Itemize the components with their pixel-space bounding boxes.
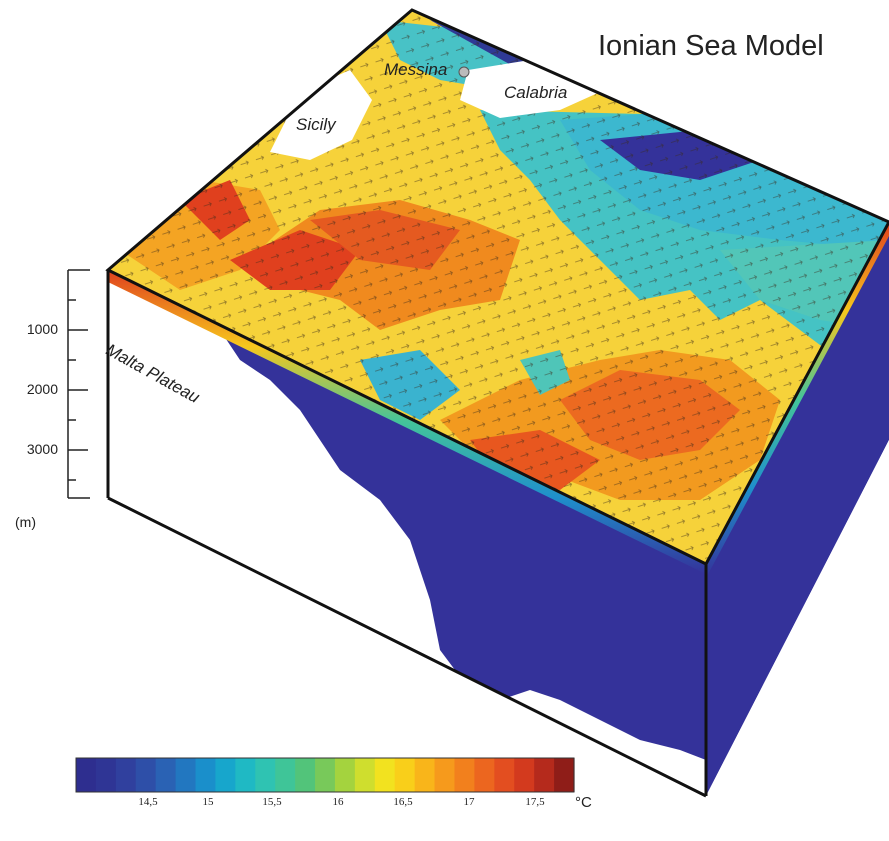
colorbar-swatch bbox=[434, 758, 456, 792]
depth-tick-2000: 2000 bbox=[26, 381, 58, 397]
label-calabria: Calabria bbox=[504, 83, 568, 102]
block-outline bbox=[105, 8, 889, 798]
colorbar-swatch bbox=[295, 758, 316, 792]
colorbar-swatch bbox=[474, 758, 495, 792]
colorbar-swatch bbox=[235, 758, 256, 792]
colorbar-swatch bbox=[115, 758, 137, 792]
colorbar-tick: 15 bbox=[202, 796, 214, 808]
colorbar-swatch bbox=[334, 758, 356, 792]
colorbar-swatch bbox=[554, 758, 575, 792]
colorbar-swatch bbox=[155, 758, 177, 792]
colorbar-swatch bbox=[76, 758, 97, 792]
depth-tick-3000: 3000 bbox=[26, 441, 58, 457]
colorbar-swatch bbox=[534, 758, 555, 792]
calabria-land bbox=[460, 60, 600, 118]
colorbar-swatch bbox=[494, 758, 515, 792]
sea-surface-temperature-map bbox=[108, 10, 889, 564]
colorbar-swatch bbox=[195, 758, 217, 792]
cross-section-right bbox=[706, 222, 889, 796]
colorbar-swatch bbox=[394, 758, 416, 792]
colorbar-swatch bbox=[215, 758, 236, 792]
colorbar-swatch bbox=[95, 758, 117, 792]
seafloor-profile bbox=[108, 272, 706, 760]
colorbar-tick: 14,5 bbox=[138, 796, 158, 808]
colorbar-swatch bbox=[315, 758, 336, 792]
colorbar-swatch bbox=[255, 758, 276, 792]
colorbar-tick: 17 bbox=[463, 796, 475, 808]
colorbar-tick: 17,5 bbox=[525, 796, 545, 808]
colorbar-swatch bbox=[354, 758, 376, 792]
city-marker-icon bbox=[458, 66, 470, 78]
colorbar-tick: 15,5 bbox=[262, 796, 282, 808]
depth-unit: (m) bbox=[15, 514, 36, 530]
colorbar-swatch bbox=[275, 758, 296, 792]
cross-section-front bbox=[108, 270, 706, 796]
colorbar-swatch bbox=[135, 758, 157, 792]
depth-tick-1000: 1000 bbox=[26, 321, 58, 337]
colorbar-swatch bbox=[414, 758, 436, 792]
colorbar-tick: 16,5 bbox=[393, 796, 413, 808]
colorbar-tick: 16 bbox=[332, 796, 344, 808]
colorbar-swatch bbox=[514, 758, 535, 792]
colorbar-swatch bbox=[374, 758, 396, 792]
colorbar-unit: °C bbox=[575, 794, 592, 811]
label-sicily: Sicily bbox=[296, 115, 336, 134]
land-areas bbox=[270, 60, 600, 160]
colorbar bbox=[76, 758, 575, 792]
page-title: Ionian Sea Model bbox=[598, 30, 824, 62]
sicily-land bbox=[270, 70, 372, 160]
colorbar-swatch bbox=[454, 758, 475, 792]
colorbar-swatch bbox=[175, 758, 197, 792]
depth-scale bbox=[67, 269, 90, 499]
label-messina: Messina bbox=[384, 60, 448, 79]
